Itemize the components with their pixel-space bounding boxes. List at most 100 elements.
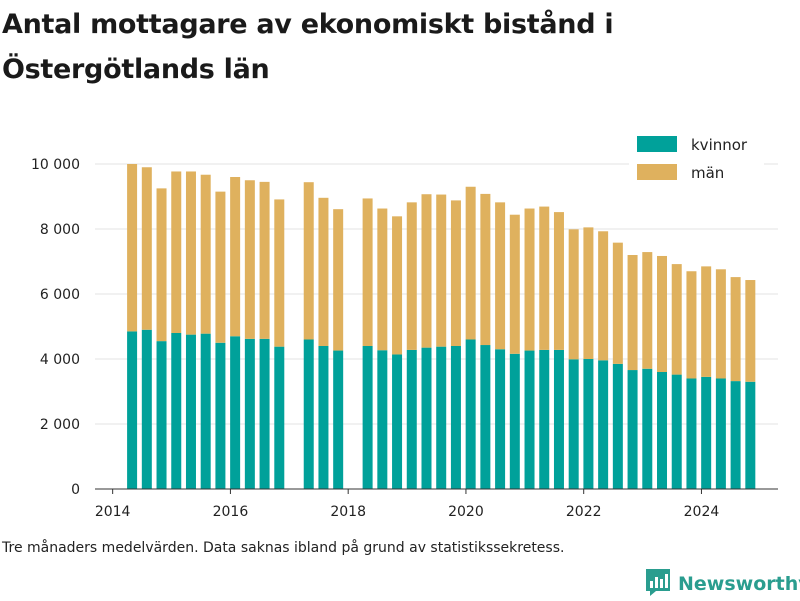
bar-kvinnor xyxy=(583,359,594,489)
bar-män xyxy=(598,231,609,361)
bar-män xyxy=(539,206,550,350)
y-tick-label: 10 000 xyxy=(31,157,80,173)
x-tick-label: 2014 xyxy=(95,504,131,520)
bar-män xyxy=(362,198,373,346)
bar-kvinnor xyxy=(598,360,609,489)
bar-män xyxy=(274,199,285,347)
bar-kvinnor xyxy=(127,331,138,489)
bar-män xyxy=(524,208,535,351)
bar-män xyxy=(568,229,579,360)
bar-män xyxy=(509,214,520,354)
bar-kvinnor xyxy=(141,329,152,489)
bar-kvinnor xyxy=(156,341,167,489)
bar-män xyxy=(671,264,682,375)
bar-män xyxy=(642,252,653,369)
bar-män xyxy=(436,194,447,347)
bar-män xyxy=(612,242,623,364)
bar-män xyxy=(627,255,638,371)
bar-kvinnor xyxy=(509,353,520,489)
newsworthy-bar-logo-icon xyxy=(644,567,672,601)
bar-kvinnor xyxy=(642,368,653,489)
bar-män xyxy=(421,194,432,348)
bar-män xyxy=(377,208,388,351)
bar-kvinnor xyxy=(436,346,447,489)
bar-kvinnor xyxy=(657,372,668,489)
y-tick-label: 4 000 xyxy=(40,352,80,368)
y-tick-label: 2 000 xyxy=(40,417,80,433)
bar-kvinnor xyxy=(612,363,623,489)
bar-kvinnor xyxy=(185,334,196,489)
bar-kvinnor xyxy=(259,338,270,489)
bar-kvinnor xyxy=(671,374,682,489)
x-tick-label: 2020 xyxy=(448,504,484,520)
bar-kvinnor xyxy=(303,339,314,489)
bar-kvinnor xyxy=(450,346,461,489)
bar-kvinnor xyxy=(539,349,550,489)
brand-logo[interactable]: Newsworthy xyxy=(644,569,800,599)
bar-män xyxy=(141,167,152,330)
bar-män xyxy=(657,255,668,372)
bar-kvinnor xyxy=(171,333,182,489)
bar-kvinnor xyxy=(215,342,226,489)
bar-kvinnor xyxy=(495,349,506,489)
bar-män xyxy=(465,186,476,340)
bar-män xyxy=(303,182,314,340)
bar-kvinnor xyxy=(553,349,564,489)
bar-kvinnor xyxy=(480,345,491,489)
bar-män xyxy=(333,209,344,351)
bar-män xyxy=(450,200,461,346)
bar-män xyxy=(715,269,726,379)
x-tick-label: 2022 xyxy=(566,504,602,520)
legend-swatch-kvinnor xyxy=(637,136,677,152)
axes: 0 2 000 4 000 6 000 8 000 10 000 2014 2016 2018 2… xyxy=(31,157,778,520)
x-tick-label: 2024 xyxy=(684,504,720,520)
bar-män xyxy=(215,191,226,343)
bar-män xyxy=(127,164,138,332)
bar-kvinnor xyxy=(465,339,476,489)
bar-män xyxy=(701,266,712,377)
y-tick-label: 8 000 xyxy=(40,222,80,238)
bar-kvinnor xyxy=(421,347,432,489)
chart-title: Antal mottagare av ekonomiskt bistånd i … xyxy=(2,9,614,85)
bar-kvinnor xyxy=(745,381,756,489)
bar-män xyxy=(318,197,329,346)
footnote: Tre månaders medelvärden. Data saknas ib… xyxy=(2,540,565,556)
bar-män xyxy=(230,177,241,337)
legend-label-män: män xyxy=(691,164,724,182)
bar-män xyxy=(244,180,255,339)
y-tick-label: 6 000 xyxy=(40,287,80,303)
x-tick-label: 2018 xyxy=(330,504,366,520)
x-tick-label: 2016 xyxy=(213,504,249,520)
bar-kvinnor xyxy=(701,376,712,489)
legend-swatch-män xyxy=(637,164,677,180)
bar-kvinnor xyxy=(730,381,741,489)
bar-män xyxy=(745,280,756,382)
bar-män xyxy=(583,227,594,359)
bar-män xyxy=(392,216,403,355)
bar-män xyxy=(200,174,211,334)
bar-män xyxy=(156,188,167,342)
y-tick-label: 0 xyxy=(71,482,80,498)
bar-kvinnor xyxy=(333,350,344,489)
bars xyxy=(127,164,756,489)
bar-kvinnor xyxy=(715,378,726,489)
bar-kvinnor xyxy=(200,333,211,489)
bar-män xyxy=(686,271,697,379)
legend-label-kvinnor: kvinnor xyxy=(691,136,748,154)
bar-män xyxy=(480,193,491,346)
bar-kvinnor xyxy=(627,370,638,489)
bar-kvinnor xyxy=(244,338,255,489)
bar-män xyxy=(171,171,182,333)
bar-män xyxy=(730,277,741,382)
bar-män xyxy=(406,202,417,350)
bar-kvinnor xyxy=(686,378,697,489)
bar-kvinnor xyxy=(568,359,579,489)
bar-kvinnor xyxy=(274,346,285,489)
bar-kvinnor xyxy=(318,346,329,489)
bar-män xyxy=(259,181,270,339)
bar-kvinnor xyxy=(392,354,403,489)
legend: kvinnor män xyxy=(629,130,764,186)
bar-kvinnor xyxy=(524,350,535,489)
bar-kvinnor xyxy=(406,349,417,489)
